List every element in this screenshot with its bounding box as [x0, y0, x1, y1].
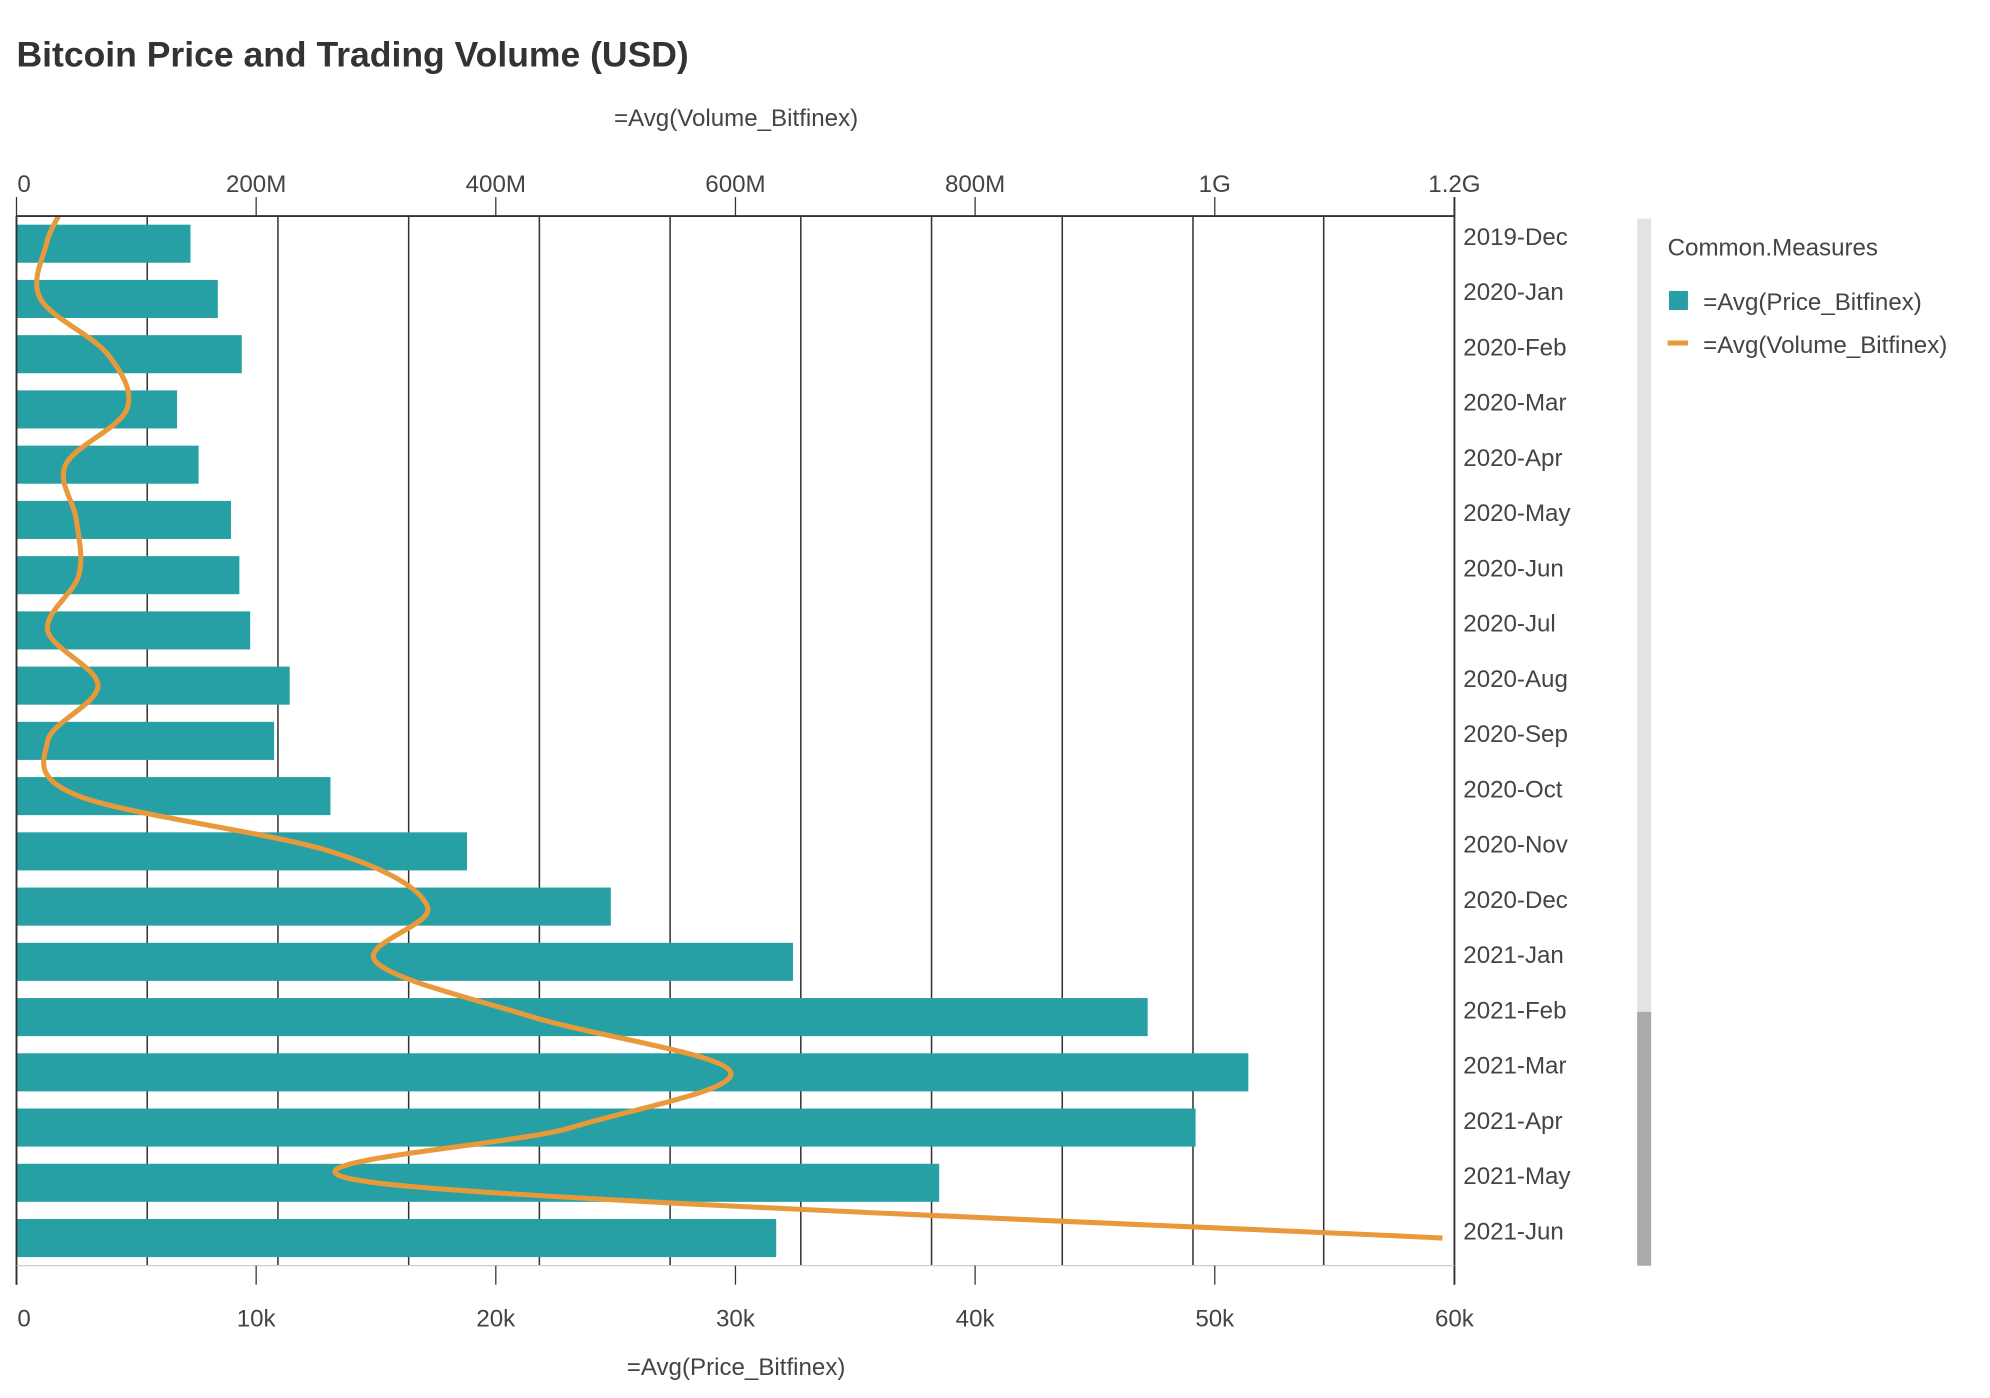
bar-2020-Oct: [16, 777, 331, 816]
bar-2020-Jun: [16, 556, 240, 595]
bottom-tick-label: 40k: [956, 1306, 996, 1333]
top-axis-label: =Avg(Volume_Bitfinex): [614, 105, 858, 132]
bar-2020-Feb: [16, 335, 242, 374]
category-label: 2021-Jun: [1463, 1218, 1564, 1245]
bar-2020-Jan: [16, 279, 218, 318]
bar-2020-Mar: [16, 390, 178, 429]
top-tick-label: 1.2G: [1428, 171, 1480, 198]
bottom-tick-label: 10k: [237, 1306, 277, 1333]
bottom-tick-label: 0: [17, 1306, 30, 1333]
category-label: 2021-Mar: [1463, 1053, 1566, 1080]
bottom-tick-label: 50k: [1195, 1306, 1235, 1333]
bottom-axis-label: =Avg(Price_Bitfinex): [627, 1354, 846, 1381]
bar-2021-May: [16, 1163, 940, 1202]
legend-swatch-price: [1668, 290, 1688, 311]
bar-2020-Dec: [16, 887, 611, 926]
legend-scrollbar-track[interactable]: [1637, 218, 1652, 1266]
bar-2021-Apr: [16, 1108, 1196, 1147]
category-label: 2020-Sep: [1463, 721, 1568, 748]
category-label: 2021-May: [1463, 1163, 1570, 1190]
category-label: 2020-Jun: [1463, 555, 1564, 582]
top-tick-label: 200M: [226, 171, 286, 198]
category-label: 2020-Mar: [1463, 390, 1566, 417]
category-label: 2020-Nov: [1463, 832, 1568, 859]
category-label: 2020-Jul: [1463, 611, 1555, 638]
bar-2021-Jan: [16, 942, 793, 981]
bar-2020-Sep: [16, 721, 275, 760]
category-label: 2019-Dec: [1463, 224, 1568, 251]
category-label: 2020-May: [1463, 500, 1570, 527]
top-tick-label: 1G: [1199, 171, 1231, 198]
top-tick-label: 0: [17, 171, 30, 198]
bar-2020-Apr: [16, 445, 199, 484]
legend-item-volume[interactable]: =Avg(Volume_Bitfinex): [1703, 332, 1947, 359]
category-label: 2021-Jan: [1463, 942, 1564, 969]
bottom-tick-label: 60k: [1435, 1306, 1475, 1333]
legend-swatch-volume: [1667, 340, 1688, 346]
top-tick-label: 800M: [945, 171, 1005, 198]
legend-scrollbar-thumb[interactable]: [1637, 1011, 1652, 1266]
volume-line: [34, 214, 1443, 1241]
bar-2020-Nov: [16, 832, 468, 871]
category-label: 2021-Feb: [1463, 997, 1566, 1024]
bar-2020-May: [16, 500, 231, 539]
bar-2020-Aug: [16, 666, 290, 705]
chart-title: Bitcoin Price and Trading Volume (USD): [16, 34, 688, 74]
legend-item-price[interactable]: =Avg(Price_Bitfinex): [1703, 289, 1922, 316]
top-tick-label: 600M: [705, 171, 765, 198]
category-label: 2020-Dec: [1463, 887, 1568, 914]
category-label: 2020-Oct: [1463, 776, 1562, 803]
top-tick-label: 400M: [466, 171, 526, 198]
category-label: 2020-Feb: [1463, 334, 1566, 361]
bottom-tick-label: 30k: [716, 1306, 756, 1333]
category-label: 2020-Apr: [1463, 445, 1562, 472]
category-label: 2021-Apr: [1463, 1108, 1562, 1135]
bottom-tick-label: 20k: [476, 1306, 516, 1333]
bar-2021-Jun: [16, 1219, 777, 1258]
category-label: 2020-Jan: [1463, 279, 1564, 306]
bar-2021-Mar: [16, 1053, 1249, 1092]
legend-title: Common.Measures: [1668, 234, 1878, 261]
category-label: 2020-Aug: [1463, 666, 1568, 693]
legend: Common.Measures =Avg(Price_Bitfinex) =Av…: [1637, 218, 1947, 1266]
